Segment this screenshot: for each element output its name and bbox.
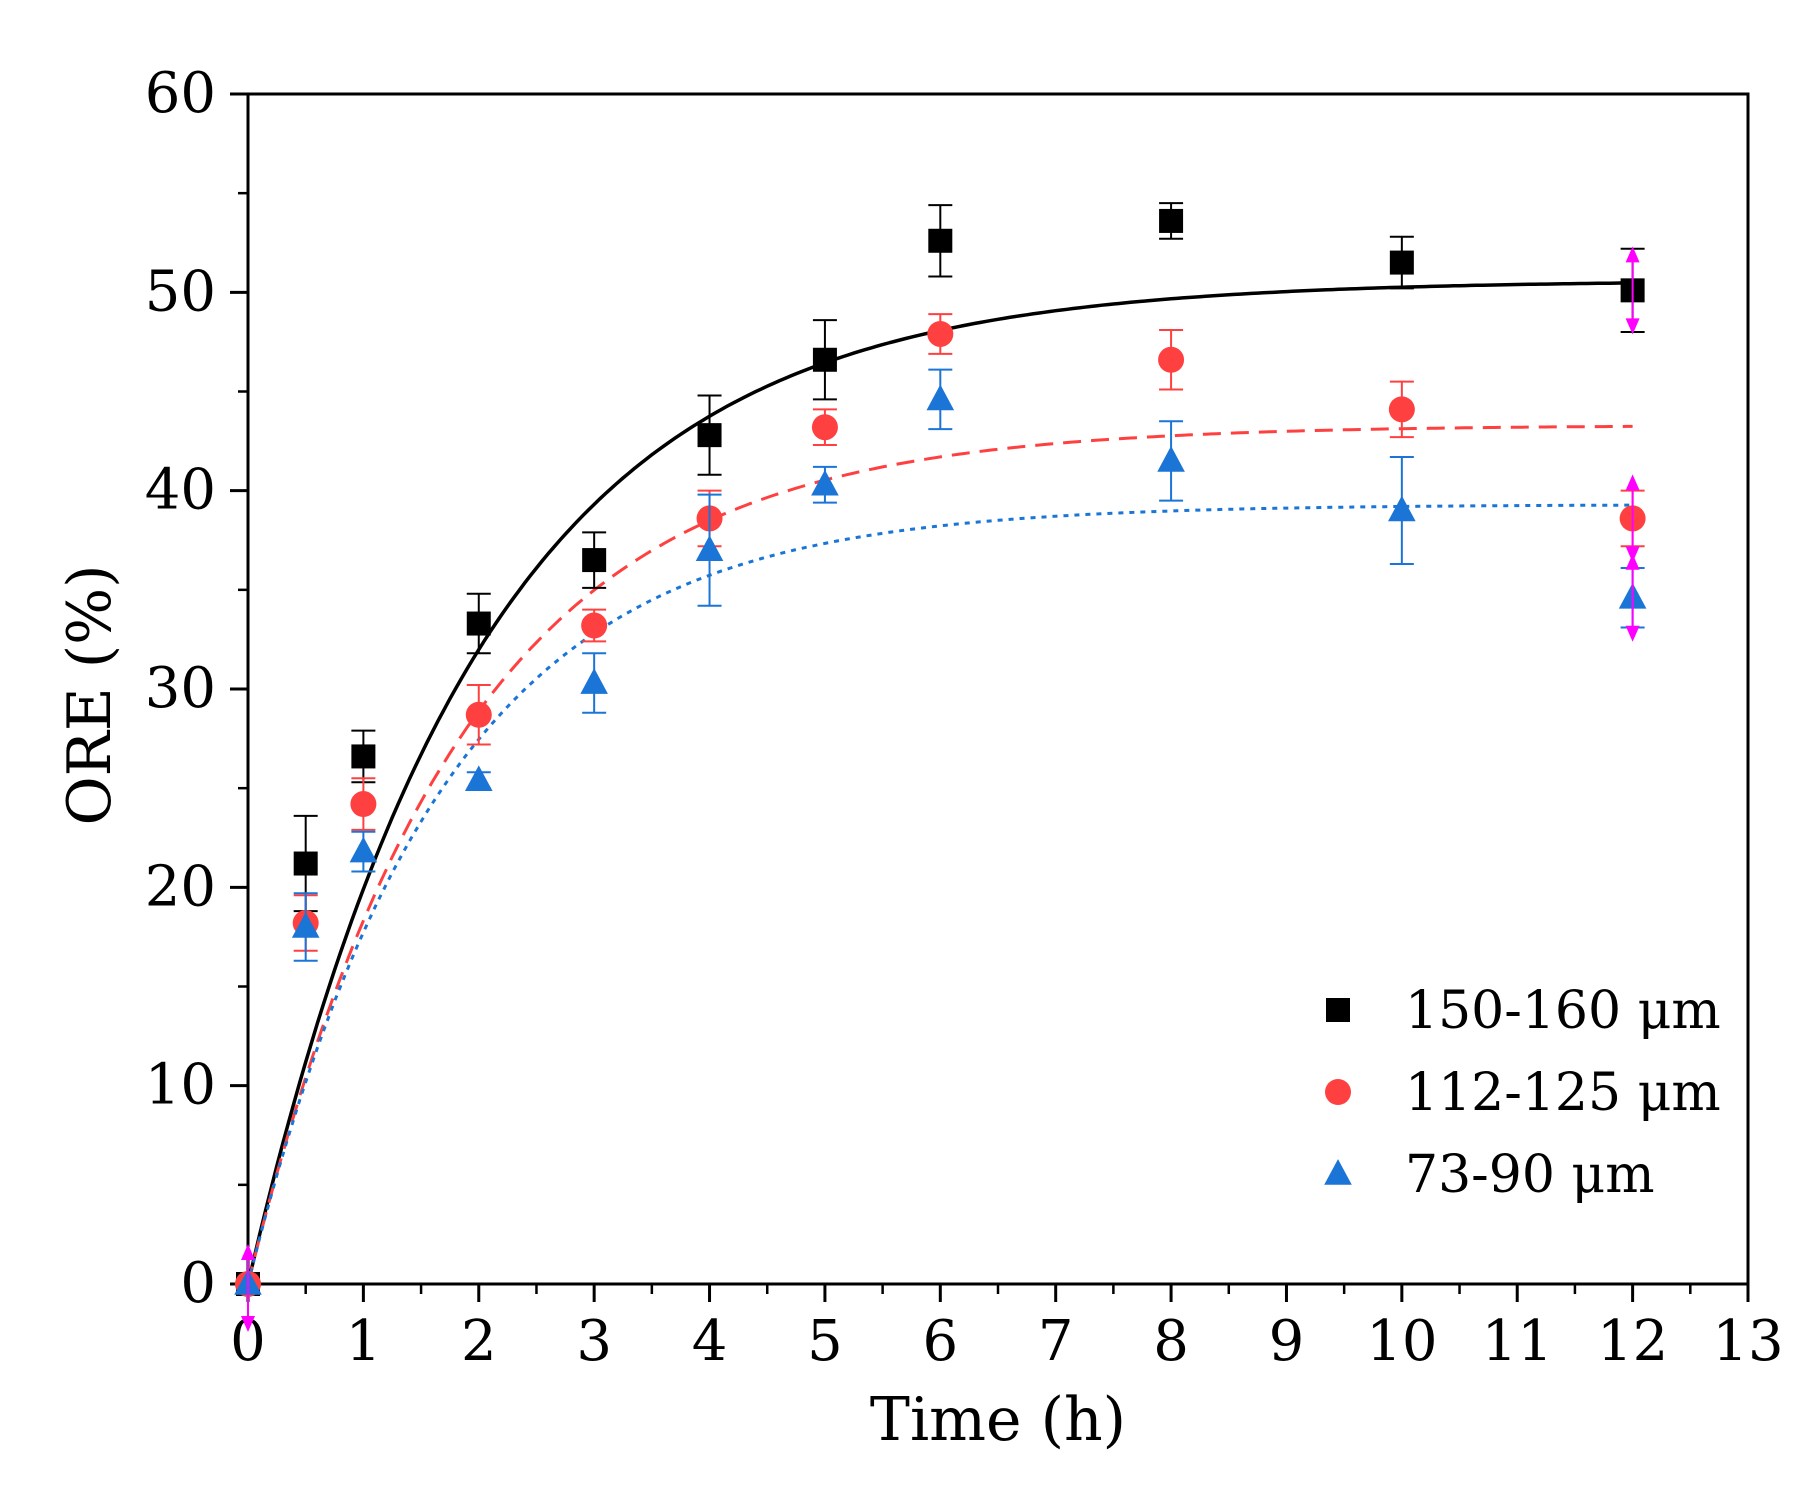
x-tick-label: 1 [346,1309,382,1374]
x-tick-label: 8 [1153,1309,1189,1374]
data-points [234,202,1647,1332]
data-point-s1 [812,347,837,372]
magenta-arrow-origin-down [241,1316,255,1332]
data-point-s2 [1158,346,1185,373]
legend-marker-s3 [1324,1159,1352,1185]
data-point-s3 [580,668,608,694]
y-tick-label: 50 [145,259,216,324]
y-tick-label: 10 [145,1053,216,1118]
data-point-s3 [695,535,724,561]
data-point-s3 [926,384,955,411]
x-tick-label: 9 [1269,1309,1305,1374]
legend-label: 112-125 μm [1405,1063,1721,1123]
data-point-s3 [291,912,320,938]
magenta-arrow-a-up [1625,246,1640,263]
data-point-s2 [350,791,377,818]
magenta-arrow-a-down [1625,318,1640,335]
data-point-s2 [1388,396,1415,423]
data-point-s1 [928,228,953,253]
x-tick-label: 5 [807,1309,843,1374]
y-tick-label: 30 [145,656,216,721]
legend: 150-160 μm 112-125 μm 73-90 μm [1324,981,1721,1205]
magenta-arrow-origin-up [241,1244,255,1260]
data-point-s1 [697,423,722,448]
data-point-s3 [1157,446,1185,472]
y-tick-label: 0 [180,1251,216,1316]
y-axis-label: ORE (%) [55,564,125,825]
data-point-s3 [811,469,839,496]
x-tick-label: 13 [1712,1309,1783,1374]
legend-marker-s1 [1326,998,1350,1022]
x-tick-label: 10 [1366,1309,1437,1374]
data-point-s1 [1159,208,1184,233]
magenta-arrow-b-up [1625,474,1640,491]
data-point-s1 [1389,250,1414,275]
x-axis-label: Time (h) [870,1385,1126,1455]
fit-curves [246,281,1633,1285]
y-tick-label: 20 [145,854,216,919]
data-point-s1 [293,851,318,876]
data-point-s2 [811,414,838,441]
y-tick-label: 40 [145,458,216,523]
data-point-s1 [351,744,376,769]
x-tick-label: 7 [1038,1309,1074,1374]
data-point-s1 [582,548,607,573]
data-point-s3 [1388,495,1416,522]
legend-marker-s2 [1325,1079,1351,1105]
data-point-s1 [466,611,491,636]
data-point-s2 [927,320,954,347]
legend-label: 150-160 μm [1405,981,1721,1041]
x-tick-label: 12 [1597,1309,1668,1374]
legend-label: 73-90 μm [1405,1145,1655,1205]
x-tick-label: 4 [692,1309,728,1374]
magenta-arrow-c-down [1625,625,1640,642]
x-tick-label: 6 [922,1309,958,1374]
x-tick-label: 2 [461,1309,497,1374]
fit-curve-1 [246,281,1633,1285]
data-point-s2 [465,701,492,728]
magenta-arrow-c-up [1625,553,1640,570]
x-tick-label: 11 [1482,1309,1553,1374]
y-tick-label: 60 [145,61,216,126]
data-point-s2 [581,612,608,639]
x-tick-label: 3 [576,1309,612,1374]
data-point-s3 [464,765,493,792]
data-point-s3 [349,836,378,863]
